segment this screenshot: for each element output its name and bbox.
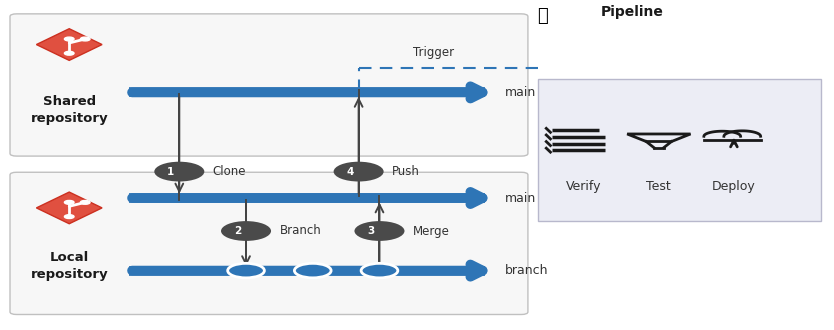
Text: Verify: Verify: [566, 180, 601, 193]
Text: branch: branch: [505, 264, 548, 277]
Text: Shared
repository: Shared repository: [30, 95, 108, 124]
Circle shape: [64, 51, 74, 55]
Text: Test: Test: [646, 180, 671, 193]
Circle shape: [80, 37, 90, 41]
Circle shape: [64, 200, 74, 204]
Circle shape: [354, 221, 404, 241]
Circle shape: [64, 215, 74, 218]
Text: Branch: Branch: [279, 224, 321, 238]
Text: Clone: Clone: [213, 165, 246, 178]
Text: main: main: [505, 86, 535, 99]
Circle shape: [334, 162, 384, 182]
Text: 1: 1: [167, 167, 174, 177]
Text: 2: 2: [234, 226, 241, 236]
Text: 🚀: 🚀: [537, 7, 547, 25]
Text: main: main: [505, 191, 535, 205]
Circle shape: [221, 221, 271, 241]
Text: Merge: Merge: [413, 224, 450, 238]
Text: Deploy: Deploy: [712, 180, 756, 193]
FancyBboxPatch shape: [538, 79, 821, 221]
Text: Push: Push: [392, 165, 420, 178]
Text: 4: 4: [346, 167, 354, 177]
Polygon shape: [37, 192, 102, 224]
Polygon shape: [37, 29, 102, 60]
Text: Trigger: Trigger: [413, 47, 455, 59]
Circle shape: [228, 263, 264, 278]
FancyBboxPatch shape: [10, 172, 528, 314]
Text: Local
repository: Local repository: [30, 251, 108, 281]
Circle shape: [154, 162, 204, 182]
Circle shape: [294, 263, 331, 278]
Circle shape: [64, 37, 74, 41]
Circle shape: [80, 200, 90, 204]
FancyBboxPatch shape: [10, 14, 528, 156]
Text: Pipeline: Pipeline: [600, 5, 663, 19]
Circle shape: [361, 263, 398, 278]
Text: 3: 3: [367, 226, 374, 236]
